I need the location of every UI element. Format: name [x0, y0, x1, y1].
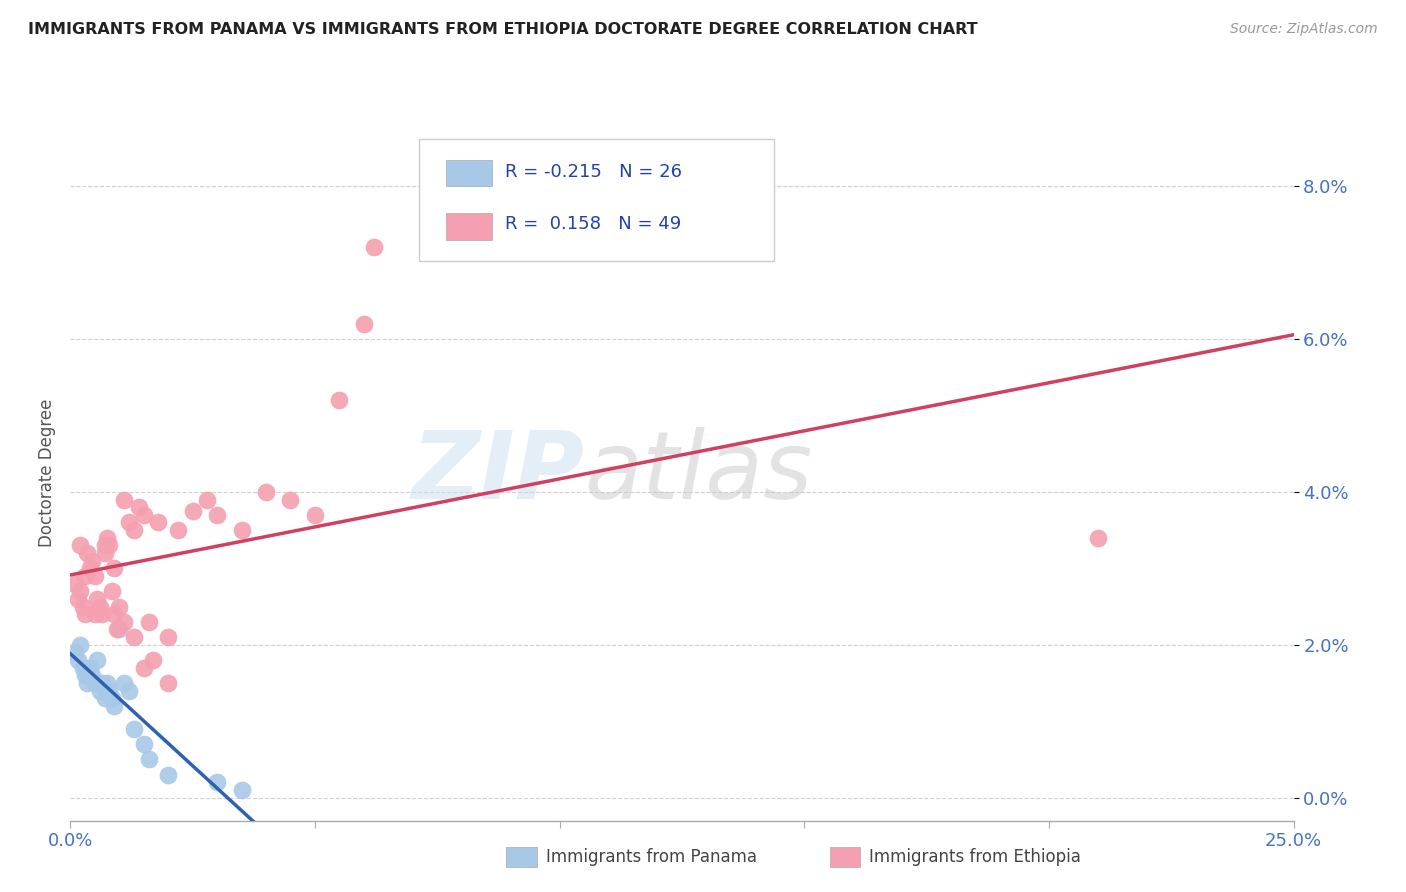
- Point: [93, 546, 115, 560]
- Point: [86, 591, 108, 606]
- Point: [73, 569, 96, 583]
- Point: [132, 737, 155, 751]
- Point: [93, 538, 115, 552]
- Text: Source: ZipAtlas.com: Source: ZipAtlas.com: [1230, 22, 1378, 37]
- Point: [1087, 531, 1109, 545]
- Point: [148, 516, 170, 530]
- Point: [91, 676, 114, 690]
- Point: [89, 599, 111, 614]
- Y-axis label: Doctorate Degree: Doctorate Degree: [38, 399, 56, 547]
- Point: [86, 653, 108, 667]
- Point: [63, 645, 86, 659]
- Point: [96, 676, 118, 690]
- Point: [280, 492, 302, 507]
- Point: [66, 591, 89, 606]
- Point: [73, 668, 96, 682]
- Point: [69, 584, 91, 599]
- Point: [167, 523, 190, 537]
- Point: [72, 599, 94, 614]
- Point: [96, 531, 118, 545]
- Point: [181, 504, 204, 518]
- Point: [138, 752, 160, 766]
- Point: [72, 661, 94, 675]
- Point: [73, 607, 96, 622]
- Point: [122, 523, 145, 537]
- Point: [89, 683, 111, 698]
- Point: [98, 538, 121, 552]
- Point: [101, 584, 124, 599]
- Point: [103, 607, 125, 622]
- FancyBboxPatch shape: [419, 139, 773, 260]
- Point: [79, 661, 101, 675]
- Point: [118, 516, 141, 530]
- Point: [83, 607, 105, 622]
- Point: [112, 492, 135, 507]
- Point: [205, 508, 228, 522]
- Point: [122, 722, 145, 736]
- Point: [69, 638, 91, 652]
- Point: [98, 683, 121, 698]
- Point: [122, 630, 145, 644]
- Point: [118, 683, 141, 698]
- Point: [132, 661, 155, 675]
- Point: [82, 554, 104, 568]
- Point: [103, 561, 125, 575]
- Point: [254, 484, 277, 499]
- Point: [195, 492, 218, 507]
- Point: [83, 676, 105, 690]
- Point: [142, 653, 165, 667]
- Point: [91, 607, 114, 622]
- Text: ZIP: ZIP: [411, 426, 583, 519]
- FancyBboxPatch shape: [446, 160, 492, 186]
- Point: [128, 500, 150, 515]
- Text: R =  0.158   N = 49: R = 0.158 N = 49: [505, 215, 681, 234]
- Point: [231, 523, 253, 537]
- Point: [79, 561, 101, 575]
- Point: [157, 676, 180, 690]
- Point: [103, 698, 125, 713]
- Point: [83, 569, 105, 583]
- Point: [231, 783, 253, 797]
- Point: [63, 576, 86, 591]
- Point: [108, 623, 131, 637]
- Point: [157, 768, 180, 782]
- Point: [82, 668, 104, 682]
- Text: Immigrants from Ethiopia: Immigrants from Ethiopia: [869, 848, 1081, 866]
- Point: [93, 691, 115, 706]
- Point: [112, 676, 135, 690]
- Point: [105, 623, 128, 637]
- Point: [69, 538, 91, 552]
- Point: [76, 546, 98, 560]
- Point: [138, 615, 160, 629]
- Point: [304, 508, 326, 522]
- Text: R = -0.215   N = 26: R = -0.215 N = 26: [505, 163, 682, 181]
- Point: [101, 691, 124, 706]
- Text: IMMIGRANTS FROM PANAMA VS IMMIGRANTS FROM ETHIOPIA DOCTORATE DEGREE CORRELATION : IMMIGRANTS FROM PANAMA VS IMMIGRANTS FRO…: [28, 22, 977, 37]
- Point: [157, 630, 180, 644]
- Point: [132, 508, 155, 522]
- Point: [76, 676, 98, 690]
- Point: [66, 653, 89, 667]
- Point: [328, 393, 350, 408]
- Text: atlas: atlas: [583, 427, 813, 518]
- Point: [108, 599, 131, 614]
- Point: [363, 240, 385, 254]
- FancyBboxPatch shape: [446, 213, 492, 240]
- Point: [205, 775, 228, 789]
- Point: [112, 615, 135, 629]
- Point: [353, 317, 375, 331]
- Text: Immigrants from Panama: Immigrants from Panama: [546, 848, 756, 866]
